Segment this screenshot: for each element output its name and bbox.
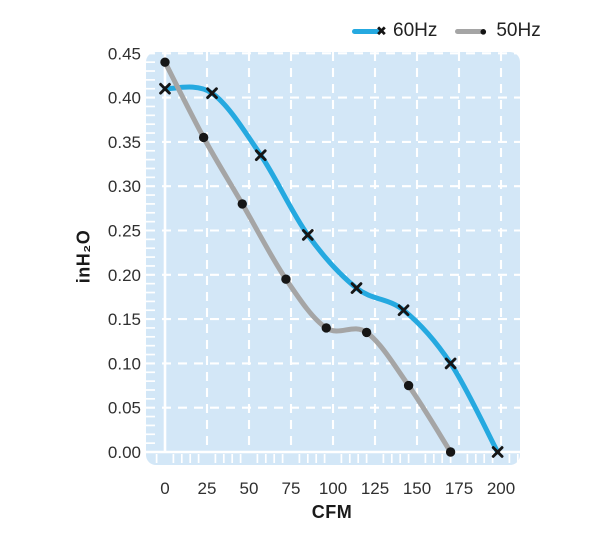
data-point-dot-50hz — [198, 132, 209, 143]
legend-label-50hz: 50Hz — [496, 20, 541, 41]
60hz-x-marker-icon: ✖ — [376, 23, 387, 38]
data-point-x-60hz — [206, 87, 218, 100]
x-tick-label: 25 — [198, 479, 217, 498]
legend-swatch-wrap-50hz: ● — [455, 22, 493, 40]
plot-panel — [146, 52, 520, 465]
data-point-x-60hz — [397, 304, 410, 317]
data-point-x-60hz — [301, 229, 314, 241]
x-tick-label: 100 — [319, 479, 347, 498]
x-tick-label: 0 — [160, 479, 169, 498]
x-tick-label: 175 — [445, 479, 473, 498]
y-tick-label: 0.05 — [108, 399, 141, 418]
x-tick-label: 75 — [282, 479, 301, 498]
y-tick-label: 0.15 — [108, 310, 141, 329]
data-point-dot-50hz — [160, 57, 170, 67]
data-point-x-60hz — [159, 82, 171, 95]
y-tick-label: 0.10 — [108, 354, 141, 373]
data-point-x-60hz — [491, 446, 504, 458]
data-point-dot-50hz — [237, 199, 247, 209]
50hz-dot-marker-icon: ● — [479, 23, 488, 38]
legend: ✖ 60Hz ● 50Hz — [352, 21, 541, 40]
x-tick-label: 125 — [361, 479, 389, 498]
data-point-dot-50hz — [281, 274, 291, 284]
60hz-line-swatch — [352, 28, 380, 34]
data-point-x-60hz — [444, 357, 457, 370]
legend-item-50hz: ● 50Hz — [455, 20, 541, 41]
y-tick-label: 0.00 — [108, 443, 141, 462]
data-point-x-60hz — [254, 149, 267, 162]
data-point-dot-50hz — [445, 447, 456, 457]
legend-label-60hz: 60Hz — [393, 20, 438, 41]
x-tick-label: 150 — [403, 479, 431, 498]
data-point-dot-50hz — [403, 380, 414, 391]
x-tick-label: 50 — [240, 479, 259, 498]
legend-item-60hz: ✖ 60Hz — [352, 21, 437, 40]
y-tick-label: 0.35 — [108, 133, 141, 152]
data-point-x-60hz — [350, 282, 363, 294]
y-tick-label: 0.30 — [108, 177, 141, 196]
data-point-dot-50hz — [361, 327, 372, 338]
y-tick-label: 0.45 — [108, 44, 141, 63]
y-axis-title: inH₂O — [73, 229, 94, 284]
x-axis-title: CFM — [311, 502, 353, 522]
y-tick-label: 0.25 — [108, 222, 141, 241]
data-point-dot-50hz — [321, 323, 331, 333]
y-tick-label: 0.20 — [108, 266, 141, 285]
y-tick-label: 0.40 — [108, 89, 141, 108]
x-tick-label: 200 — [487, 479, 515, 498]
50hz-line-swatch — [455, 28, 484, 34]
legend-swatch-wrap-60hz: ✖ — [352, 22, 390, 40]
